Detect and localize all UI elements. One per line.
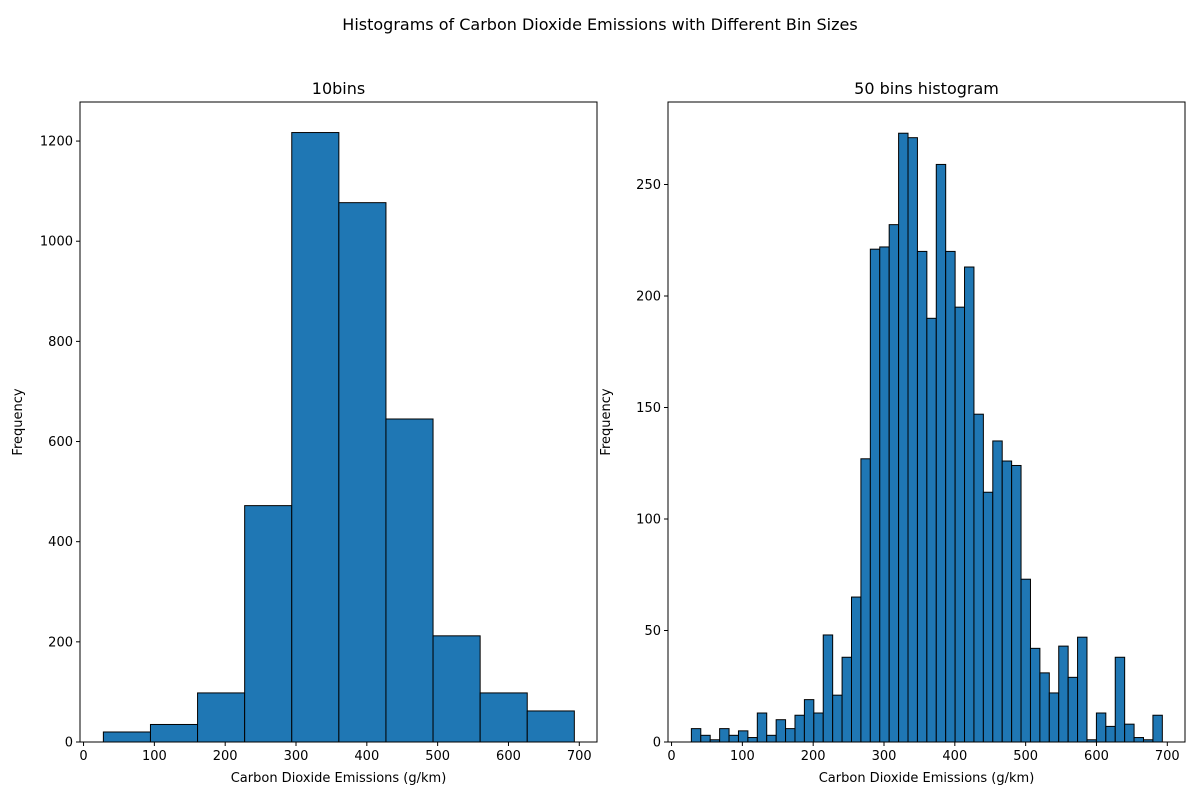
histogram-bar [1048,692,1060,743]
histogram-bar [385,418,434,743]
histogram-bar [1039,672,1050,743]
histogram-bar [690,728,702,743]
x-tick-label: 100 [142,749,167,764]
histogram-bar [102,731,151,743]
histogram-bar [291,132,340,743]
x-tick-label: 300 [872,749,897,764]
histogram-bar [719,728,730,743]
y-tick-label: 50 [644,624,661,639]
axes-title: 10bins [312,79,365,98]
histogram-bar [794,714,805,743]
histogram-bar [869,248,881,743]
histogram-bar [982,491,994,743]
histogram-bar [898,132,909,743]
histogram-bar [860,458,871,743]
histogram-bar [526,710,575,743]
x-tick-label: 700 [567,749,592,764]
x-tick-label: 500 [425,749,450,764]
histogram-bar [1114,656,1126,743]
histogram-bar [338,202,387,743]
x-tick-label: 100 [730,749,755,764]
histogram-bar [907,137,918,743]
histogram-bar [197,692,246,743]
x-tick-label: 600 [1084,749,1109,764]
histogram-bar [149,723,199,743]
y-tick-label: 0 [653,736,661,751]
y-axis-label: Frequency [599,388,614,455]
histogram-bar [700,734,711,743]
histogram-10-bins: 0 100 200 300 400 500 600 700 0 200 400 600 800 1000 1… [11,79,598,786]
histogram-bar [1095,712,1107,743]
histogram-bar [1020,578,1031,743]
histogram-bar [737,730,749,743]
histogram-bar [1152,714,1163,743]
x-tick-label: 500 [1013,749,1038,764]
x-axis-label: Carbon Dioxide Emissions (g/km) [819,771,1035,786]
y-tick-label: 400 [48,535,73,550]
histogram-bar [1124,723,1135,743]
histogram-bar [728,734,739,743]
histogram-bar [841,656,852,743]
histogram-bar [1011,464,1022,743]
x-tick-label: 0 [79,749,87,764]
y-tick-label: 150 [636,401,661,416]
axes-title: 50 bins histogram [854,79,999,98]
histogram-bar [1077,636,1088,743]
y-tick-label: 600 [48,435,73,450]
histogram-bar [888,224,900,743]
y-tick-label: 1000 [40,235,73,250]
histogram-bar [832,694,843,743]
histogram-bar [775,719,787,743]
histogram-bar [747,737,758,743]
y-tick-label: 200 [636,290,661,305]
x-tick-label: 700 [1155,749,1180,764]
y-tick-label: 250 [636,178,661,193]
x-tick-label: 600 [496,749,521,764]
histogram-bar [954,306,966,743]
figure-suptitle: Histograms of Carbon Dioxide Emissions w… [342,15,857,34]
y-tick-label: 1200 [40,135,73,150]
histogram-bar [822,634,834,743]
histogram-bar [1001,460,1013,743]
histogram-bar [785,728,796,743]
histogram-bar [766,734,777,743]
histogram-bar [879,246,890,743]
y-tick-label: 200 [48,635,73,650]
histogram-bar [926,317,937,743]
histogram-bar [992,440,1003,743]
histogram-bar [935,163,947,743]
x-tick-label: 200 [801,749,826,764]
x-tick-label: 200 [213,749,238,764]
x-axis-label: Carbon Dioxide Emissions (g/km) [231,771,447,786]
histogram-bar [973,413,984,743]
histogram-bar [850,596,862,743]
histogram-bar [479,692,528,743]
x-tick-label: 0 [667,749,675,764]
y-tick-label: 0 [65,736,73,751]
histogram-bar [1105,725,1116,743]
histogram-bar [1058,645,1069,743]
histogram-bar [244,505,293,743]
x-tick-label: 400 [942,749,967,764]
histogram-bar [756,712,768,743]
histogram-bar [945,250,956,743]
axes-frame [79,101,598,743]
y-tick-label: 100 [636,513,661,528]
x-tick-label: 400 [354,749,379,764]
histogram-bar [964,266,975,743]
histogram-bar [813,712,824,743]
histogram-bar [1067,676,1079,743]
histogram-bar [1029,647,1041,743]
y-tick-label: 800 [48,335,73,350]
histogram-bar [432,635,481,743]
histogram-bar [1133,737,1144,743]
histogram-bar [916,250,928,743]
axes-frame [667,101,1186,743]
y-axis-label: Frequency [11,388,26,455]
histogram-50-bins: 0 100 200 300 400 500 600 700 0 50 100 150 200 250 50 … [599,79,1186,786]
histogram-bar [803,699,815,743]
x-tick-label: 300 [284,749,309,764]
